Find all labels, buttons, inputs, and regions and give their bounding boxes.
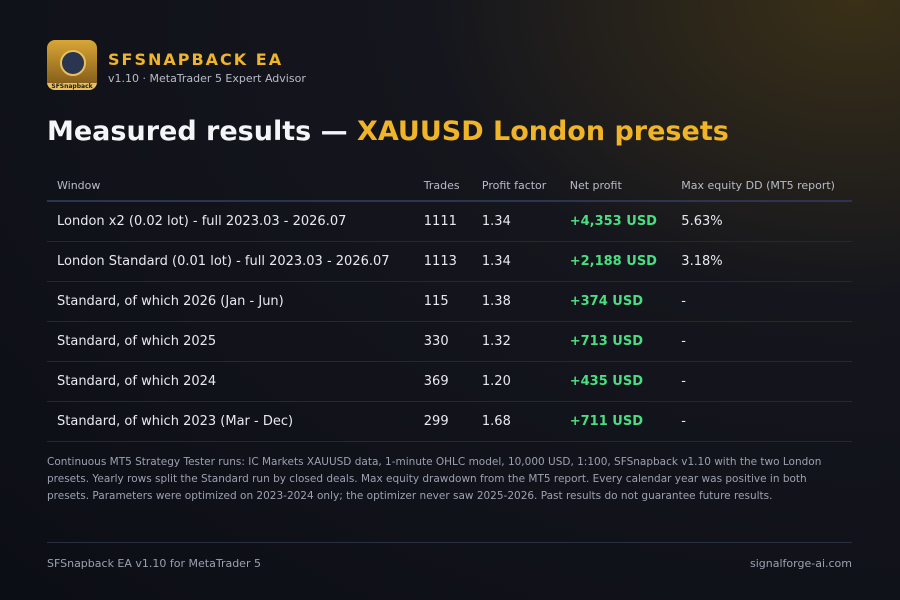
column-header: Profit factor <box>471 170 560 202</box>
table-cell: +2,188 USD <box>559 241 672 282</box>
column-header: Window <box>47 170 414 202</box>
table-cell: - <box>671 401 852 442</box>
table-cell: Standard, of which 2025 <box>47 321 414 362</box>
table-cell: +711 USD <box>559 401 672 442</box>
table-cell: 330 <box>413 321 472 362</box>
table-cell: - <box>671 281 852 322</box>
table-cell: +435 USD <box>559 361 672 402</box>
table-row: Standard, of which 2026 (Jan - Jun) 115 1.… <box>47 281 852 322</box>
column-header: Net profit <box>559 170 672 202</box>
column-header: Trades <box>413 170 472 202</box>
divider <box>47 542 852 543</box>
column-header: Max equity DD (MT5 report) <box>671 170 852 202</box>
table-cell: 369 <box>413 361 472 402</box>
table-row: Standard, of which 2024 369 1.20 +435 USD - <box>47 361 852 402</box>
logo: SFSnapback <box>47 40 97 90</box>
table-cell: Standard, of which 2026 (Jan - Jun) <box>47 281 414 322</box>
table-cell: London Standard (0.01 lot) - full 2023.0… <box>47 241 414 282</box>
table-row: Standard, of which 2025 330 1.32 +713 USD - <box>47 321 852 362</box>
results-table: Window Trades Profit factor Net profit Max e… <box>47 170 852 442</box>
table-cell: Standard, of which 2024 <box>47 361 414 402</box>
table-cell: 115 <box>413 281 472 322</box>
table-cell: +713 USD <box>559 321 672 362</box>
table-row: London Standard (0.01 lot) - full 2023.0… <box>47 241 852 282</box>
title: Measured results — XAUUSD London presets <box>47 116 729 147</box>
footer-link[interactable]: signalforge-ai.com <box>750 557 852 570</box>
title-highlight: XAUUSD London presets <box>357 116 729 147</box>
footer-left: SFSnapback EA v1.10 for MetaTrader 5 <box>47 557 261 570</box>
table-cell: 1.68 <box>471 401 560 442</box>
table-cell: 1.38 <box>471 281 560 322</box>
table-cell: 1.32 <box>471 321 560 362</box>
tagline: v1.10 · MetaTrader 5 Expert Advisor <box>108 72 306 85</box>
table-cell: - <box>671 361 852 402</box>
table-cell: 1.34 <box>471 201 560 242</box>
table-cell: London x2 (0.02 lot) - full 2023.03 - 20… <box>47 201 414 242</box>
note: Continuous MT5 Strategy Tester runs: IC … <box>47 456 822 502</box>
table-row: London x2 (0.02 lot) - full 2023.03 - 20… <box>47 201 852 242</box>
table-row: Standard, of which 2023 (Mar - Dec) 299 1.… <box>47 401 852 442</box>
table-cell: +4,353 USD <box>559 201 672 242</box>
table-cell: 1.34 <box>471 241 560 282</box>
table-cell: +374 USD <box>559 281 672 322</box>
table-cell: - <box>671 321 852 362</box>
table-cell: 1113 <box>413 241 472 282</box>
table-cell: 299 <box>413 401 472 442</box>
table-cell: 3.18% <box>671 241 852 282</box>
table-cell: 1.20 <box>471 361 560 402</box>
table-cell: Standard, of which 2023 (Mar - Dec) <box>47 401 414 442</box>
table-cell: 1111 <box>413 201 472 242</box>
table-cell: 5.63% <box>671 201 852 242</box>
title-lead: Measured results — <box>47 116 348 147</box>
brand: SFSNAPBACK EA <box>108 50 284 69</box>
logo-text: SFSnapback <box>47 83 97 90</box>
